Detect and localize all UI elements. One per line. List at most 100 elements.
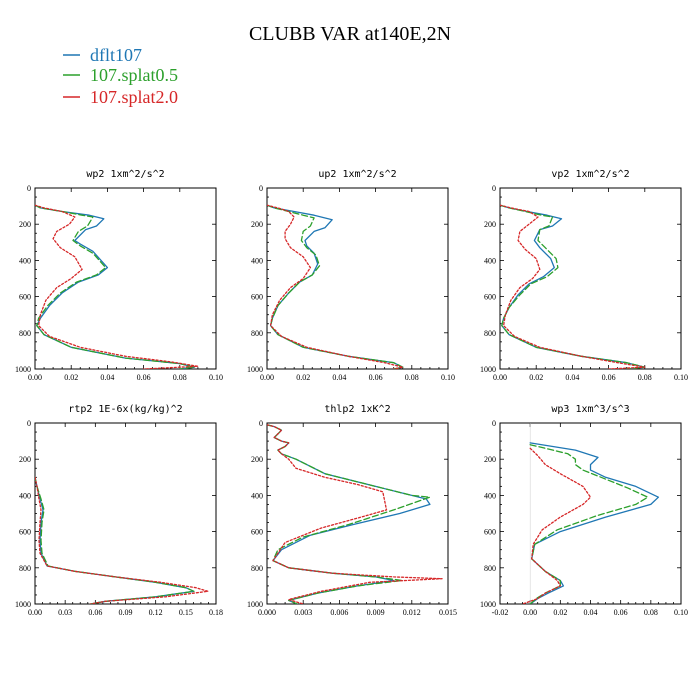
x-tick-label: 0.06 — [614, 608, 628, 617]
series-dflt107 — [35, 204, 195, 369]
y-tick-label: 1000 — [480, 365, 496, 374]
series-dflt107 — [529, 442, 660, 604]
x-tick-label: 0.06 — [369, 373, 383, 382]
x-tick-label: 0.00 — [28, 608, 42, 617]
x-tick-label: 0.18 — [209, 608, 223, 617]
y-tick-label: 800 — [484, 564, 496, 573]
y-tick-label: 1000 — [15, 600, 31, 609]
y-tick-label: 600 — [19, 528, 31, 537]
legend-entry-splat2.0: 107.splat2.0 — [63, 87, 178, 107]
y-tick-label: 200 — [484, 455, 496, 464]
y-tick-label: 1000 — [480, 600, 496, 609]
x-tick-label: 0.00 — [260, 373, 274, 382]
series-107.splat2.0 — [267, 424, 443, 604]
panel-2: up2 1xm^2/s^2 0.00 0.02 0.04 0.06 0.08 0.10 0 20… — [247, 169, 455, 382]
panel-title: wp3 1xm^3/s^3 — [551, 404, 629, 415]
panel-title: wp2 1xm^2/s^2 — [86, 169, 164, 180]
y-tick-label: 400 — [484, 491, 496, 500]
x-tick-label: 0.04 — [332, 373, 346, 382]
y-tick-label: 800 — [484, 329, 496, 338]
y-tick-label: 1000 — [15, 365, 31, 374]
x-tick-label: 0.02 — [296, 373, 310, 382]
y-tick-label: 200 — [251, 455, 263, 464]
y-tick-label: 600 — [251, 293, 263, 302]
x-tick-label: -0.02 — [492, 608, 509, 617]
y-tick-label: 400 — [19, 256, 31, 265]
y-tick-label: 400 — [19, 491, 31, 500]
y-tick-label: 0 — [27, 184, 31, 193]
x-tick-label: 0.02 — [553, 608, 567, 617]
x-tick-label: 0.10 — [209, 373, 223, 382]
x-tick-label: 0.06 — [137, 373, 151, 382]
x-tick-label: 0.000 — [258, 608, 276, 617]
y-tick-label: 600 — [484, 528, 496, 537]
x-tick-label: 0.10 — [441, 373, 455, 382]
y-tick-label: 400 — [251, 491, 263, 500]
x-tick-label: 0.04 — [100, 373, 114, 382]
series-107.splat2.0 — [500, 204, 646, 369]
series-107.splat0.5 — [267, 204, 404, 369]
y-tick-label: 0 — [492, 419, 496, 428]
legend-entry-dflt107: dflt107 — [63, 45, 142, 65]
y-tick-label: 600 — [251, 528, 263, 537]
panels: wp2 1xm^2/s^2 0.00 0.02 0.04 0.06 0.08 0.10 0 20… — [15, 169, 688, 617]
x-tick-label: 0.08 — [638, 373, 652, 382]
x-tick-label: 0.08 — [173, 373, 187, 382]
x-tick-label: 0.02 — [64, 373, 78, 382]
y-tick-label: 0 — [259, 419, 263, 428]
panel-4: rtp2 1E-6x(kg/kg)^2 0.00 0.03 0.06 0.09 0.12 0… — [15, 404, 223, 617]
plot-frame — [34, 422, 217, 605]
series-107.splat2.0 — [35, 476, 209, 604]
legend-entry-splat0.5: 107.splat0.5 — [63, 65, 178, 85]
y-tick-label: 1000 — [247, 365, 263, 374]
x-tick-label: 0.08 — [644, 608, 658, 617]
series-dflt107 — [267, 204, 404, 369]
y-tick-label: 800 — [19, 564, 31, 573]
panel-title: thlp2 1xK^2 — [324, 404, 390, 415]
series-107.splat0.5 — [529, 444, 649, 604]
x-tick-label: 0.04 — [565, 373, 579, 382]
legend-label: dflt107 — [90, 45, 142, 65]
x-tick-label: 0.00 — [28, 373, 42, 382]
y-tick-label: 1000 — [247, 600, 263, 609]
series-107.splat2.0 — [267, 204, 404, 369]
x-tick-label: 0.006 — [330, 608, 348, 617]
y-tick-label: 0 — [27, 419, 31, 428]
series-107.splat2.0 — [35, 204, 199, 369]
legend: dflt107 107.splat0.5 107.splat2.0 — [63, 45, 178, 107]
x-tick-label: 0.12 — [149, 608, 163, 617]
x-tick-label: 0.009 — [367, 608, 385, 617]
panel-6: wp3 1xm^3/s^3 -0.02 0.00 0.02 0.04 0.06 0.08 0.… — [480, 404, 688, 617]
plot-frame — [34, 187, 217, 370]
x-tick-label: 0.08 — [405, 373, 419, 382]
y-tick-label: 0 — [492, 184, 496, 193]
y-tick-label: 600 — [484, 293, 496, 302]
series-dflt107 — [35, 476, 195, 604]
series-107.splat2.0 — [521, 447, 592, 604]
x-tick-label: 0.03 — [58, 608, 72, 617]
panel-1: wp2 1xm^2/s^2 0.00 0.02 0.04 0.06 0.08 0.10 0 20… — [15, 169, 223, 382]
x-tick-label: 0.09 — [119, 608, 133, 617]
y-tick-label: 200 — [251, 220, 263, 229]
y-tick-label: 400 — [484, 256, 496, 265]
x-tick-label: 0.00 — [523, 608, 537, 617]
y-tick-label: 600 — [19, 293, 31, 302]
y-tick-label: 800 — [251, 564, 263, 573]
x-tick-label: 0.04 — [584, 608, 598, 617]
y-tick-label: 800 — [19, 329, 31, 338]
series-107.splat0.5 — [35, 204, 195, 369]
x-tick-label: 0.10 — [674, 608, 688, 617]
panel-title: rtp2 1E-6x(kg/kg)^2 — [68, 404, 182, 415]
x-tick-label: 0.015 — [439, 608, 457, 617]
x-tick-label: 0.10 — [674, 373, 688, 382]
plot-frame — [266, 422, 449, 605]
plot-frame — [499, 422, 682, 605]
panel-title: vp2 1xm^2/s^2 — [551, 169, 629, 180]
x-tick-label: 0.012 — [403, 608, 421, 617]
y-tick-label: 200 — [19, 220, 31, 229]
y-tick-label: 800 — [251, 329, 263, 338]
series-107.splat0.5 — [500, 204, 646, 369]
panel-title: up2 1xm^2/s^2 — [318, 169, 396, 180]
x-tick-label: 0.06 — [602, 373, 616, 382]
